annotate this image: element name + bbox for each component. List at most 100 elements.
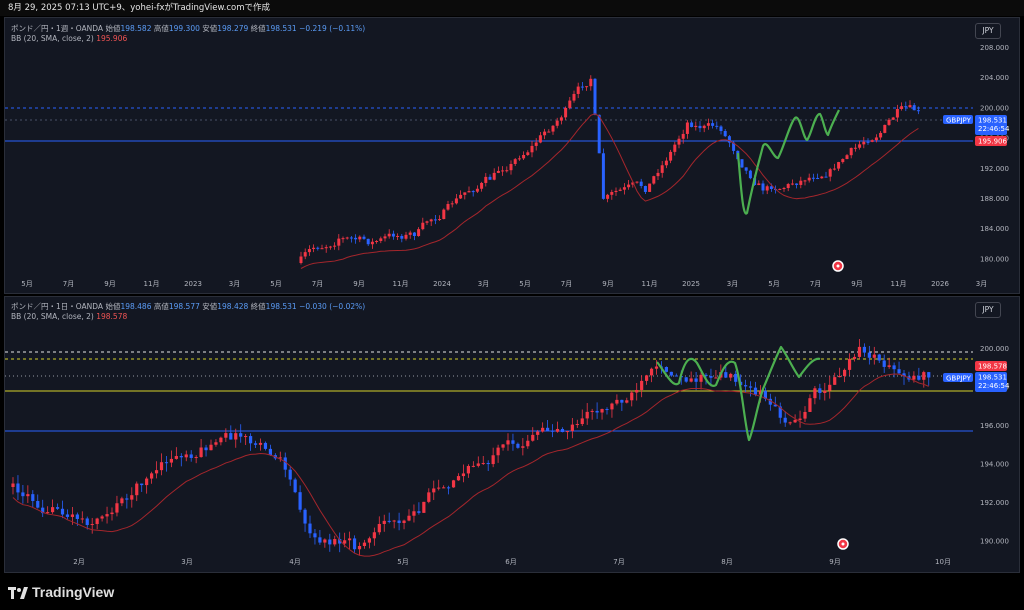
candle-body — [471, 465, 475, 467]
candle-body — [773, 404, 777, 407]
bb-price-tag — [975, 136, 1007, 146]
bb-price-tag-text: 198.578 — [978, 363, 1007, 371]
indicator-legend-daily[interactable]: BB (20, SMA, close, 2) 198.578 — [11, 312, 127, 321]
candle-body — [397, 520, 401, 524]
candle-body — [753, 387, 758, 395]
x-axis-tick: 9月 — [602, 280, 613, 288]
candle-body — [630, 392, 634, 401]
candle-body — [744, 167, 748, 171]
candle-body — [209, 444, 213, 451]
ohlc-high-label: 高値 — [153, 24, 169, 33]
candle-body — [694, 378, 698, 382]
x-axis-tick: 2024 — [433, 280, 451, 288]
candle-body — [870, 140, 874, 142]
candle-body — [677, 138, 681, 145]
candle-body — [808, 398, 812, 412]
weekly-chart-canvas[interactable]: 208.000204.000200.000196.000192.000188.0… — [5, 18, 1019, 293]
candle-body — [570, 424, 574, 432]
candle-body — [922, 372, 926, 380]
y-axis-tick: 196.000 — [980, 422, 1009, 430]
candle-body — [852, 356, 857, 359]
daily-chart-panel[interactable]: ポンド／円・1日・OANDA 始値198.486 高値198.577 安値198… — [4, 296, 1020, 573]
candle-body — [26, 494, 30, 497]
candle-body — [454, 198, 458, 204]
candle-body — [383, 236, 387, 239]
candle-body — [234, 433, 238, 440]
candle-body — [883, 124, 887, 133]
price-tag-text: 198.531 — [978, 374, 1007, 382]
candle-body — [565, 431, 569, 433]
candle-body — [303, 252, 307, 257]
candle-body — [484, 176, 488, 183]
candle-body — [224, 433, 228, 438]
candle-body — [150, 473, 154, 479]
candle-body — [239, 433, 243, 437]
candle-body — [589, 78, 593, 87]
candle-body — [732, 142, 736, 151]
candle-body — [362, 236, 366, 239]
candle-body — [318, 537, 322, 543]
daily-chart-canvas[interactable]: 200.000198.000196.000194.000192.000190.0… — [5, 297, 1019, 572]
candle-body — [674, 375, 678, 377]
candle-body — [631, 182, 635, 185]
indicator-legend-weekly[interactable]: BB (20, SMA, close, 2) 195.906 — [11, 34, 127, 43]
candle-body — [887, 365, 891, 367]
candle-body — [758, 390, 763, 395]
candle-body — [463, 192, 467, 195]
x-axis-tick: 7月 — [312, 280, 323, 288]
candle-body — [511, 440, 515, 444]
candle-body — [475, 188, 479, 192]
candle-body — [917, 375, 921, 380]
candle-body — [407, 515, 411, 521]
currency-button[interactable]: JPY — [975, 302, 1001, 318]
x-axis-tick: 9月 — [104, 280, 115, 288]
candle-body — [639, 181, 643, 186]
candle-body — [811, 177, 815, 179]
candle-body — [517, 158, 521, 160]
weekly-chart-panel[interactable]: ポンド／円・1週・OANDA 始値198.582 高値199.300 安値198… — [4, 17, 1020, 294]
candle-body — [337, 238, 341, 246]
candle-body — [219, 437, 223, 443]
candle-body — [16, 483, 20, 493]
candle-body — [422, 501, 426, 513]
candle-body — [480, 182, 484, 189]
candle-body — [763, 390, 767, 399]
candle-body — [341, 238, 345, 240]
candle-body — [391, 233, 395, 237]
candle-body — [392, 520, 396, 522]
candle-body — [748, 170, 752, 179]
candle-body — [471, 191, 475, 193]
candle-body — [338, 539, 342, 544]
y-axis-tick: 204.000 — [980, 74, 1009, 82]
ohlc-open-label: 始値 — [105, 24, 121, 33]
candle-body — [555, 120, 559, 126]
candle-body — [862, 346, 866, 353]
x-axis-tick: 7月 — [810, 280, 821, 288]
candle-body — [635, 389, 639, 393]
candle-body — [568, 100, 572, 108]
candle-body — [366, 238, 370, 245]
candle-body — [461, 473, 466, 477]
candle-body — [618, 189, 622, 191]
x-axis-tick: 8月 — [721, 558, 732, 566]
top-caption: 8月 29, 2025 07:13 UTC+9、yohei-fxがTrading… — [0, 0, 1024, 16]
currency-button[interactable]: JPY — [975, 23, 1001, 39]
candle-body — [115, 503, 119, 513]
candle-body — [891, 117, 895, 120]
candle-body — [778, 406, 782, 418]
y-axis-tick: 200.000 — [980, 104, 1009, 112]
candle-body — [531, 434, 535, 441]
y-axis-tick: 184.000 — [980, 225, 1009, 233]
candle-body — [895, 109, 899, 118]
candle-body — [572, 93, 576, 101]
candle-body — [723, 130, 727, 137]
candle-body — [606, 194, 610, 199]
candle-body — [706, 123, 710, 126]
price-tag-text: 22:46:54 — [978, 382, 1010, 390]
candle-body — [400, 235, 404, 239]
candle-body — [580, 418, 584, 425]
candle-body — [729, 373, 733, 378]
candle-body — [438, 219, 442, 221]
price-tag — [975, 115, 1007, 135]
candle-body — [719, 126, 723, 131]
